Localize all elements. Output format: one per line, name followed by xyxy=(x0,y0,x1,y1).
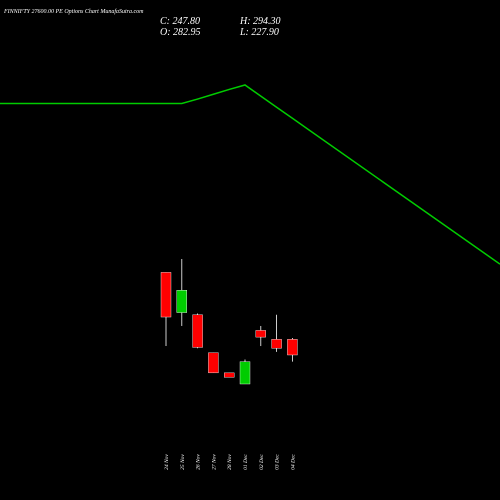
x-tick-label: 01 Dec xyxy=(243,454,249,470)
x-tick-label: 25 Nov xyxy=(180,454,186,470)
x-tick-label: 04 Dec xyxy=(289,454,296,470)
x-tick-label: 27 Nov xyxy=(211,454,217,470)
candle-body xyxy=(287,339,298,356)
x-tick-label: 26 Nov xyxy=(196,454,202,470)
candle-body xyxy=(223,372,235,378)
x-tick-label: 03 Dec xyxy=(275,454,281,470)
candles-group xyxy=(160,259,298,385)
candle-body xyxy=(160,272,172,318)
candle-body xyxy=(271,339,282,349)
high-value: H: 294.30 xyxy=(240,16,281,27)
x-tick-label: 24 Nov xyxy=(163,454,170,470)
x-axis-labels: 24 Nov 25 Nov 26 Nov 27 Nov 28 Nov 01 Dec 02 D… xyxy=(163,454,296,470)
candle-body xyxy=(239,361,251,385)
trend-line xyxy=(0,84,500,265)
x-tick-label: 02 Dec xyxy=(259,454,265,470)
x-tick-label: 28 Nov xyxy=(227,454,233,470)
candle-body xyxy=(255,330,267,338)
open-value: O: 282.95 xyxy=(160,27,201,38)
chart-title: FINNIFTY 27600.00 PE Options Chart Munaf… xyxy=(4,9,144,15)
candle-body xyxy=(176,290,188,313)
candle-body xyxy=(192,314,203,348)
close-value: C: 247.80 xyxy=(160,16,200,27)
candle-body xyxy=(208,352,219,374)
low-value: L: 227.90 xyxy=(240,27,279,38)
